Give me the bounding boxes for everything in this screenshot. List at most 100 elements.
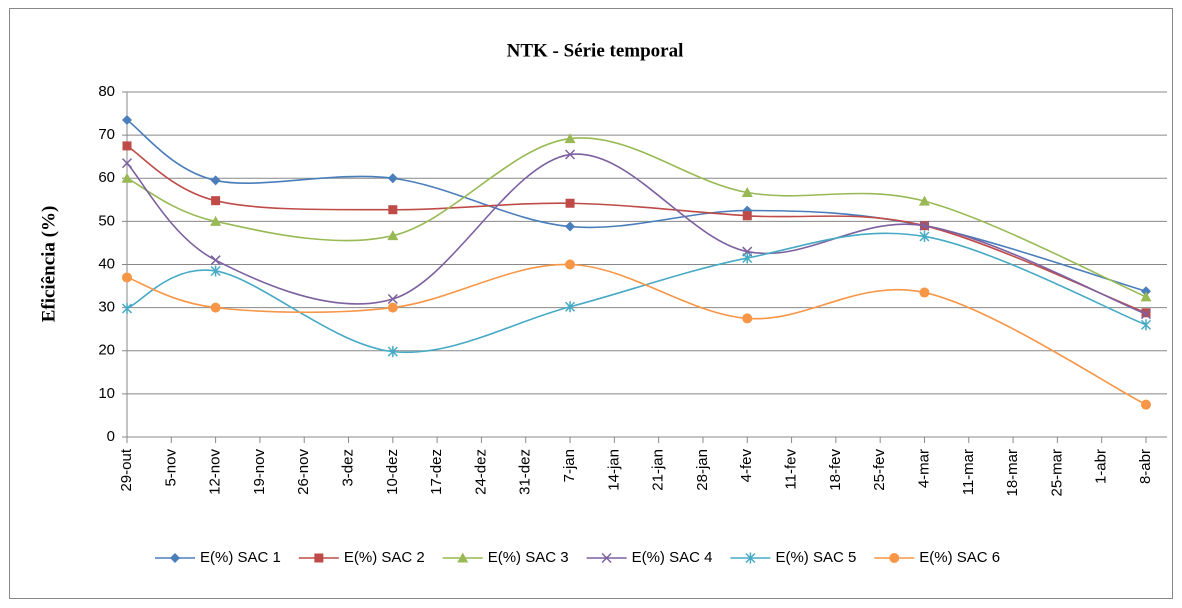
- series-line: [392, 263, 571, 309]
- series-line: [392, 153, 571, 300]
- x-tick-label: 26-nov: [295, 449, 312, 495]
- x-tick-label: 4-fev: [738, 449, 755, 483]
- series-line: [126, 269, 216, 310]
- marker: [565, 198, 575, 208]
- y-tick-label: 70: [98, 126, 115, 143]
- legend-item: E(%) SAC 2: [298, 549, 425, 566]
- marker: [122, 141, 132, 151]
- marker: [918, 195, 930, 206]
- marker: [122, 115, 132, 126]
- x-tick-label: 8-abr: [1137, 449, 1154, 484]
- series-line: [924, 224, 1147, 315]
- x-tick-label: 17-dez: [428, 449, 445, 495]
- chart-title: NTK - Série temporal: [507, 40, 684, 61]
- marker: [121, 158, 133, 169]
- series-line: [215, 306, 393, 314]
- series-line: [215, 175, 393, 184]
- marker: [742, 313, 753, 324]
- marker: [121, 172, 133, 183]
- legend-marker: [889, 553, 900, 563]
- legend-marker: [457, 552, 469, 563]
- legend-label: E(%) SAC 3: [488, 549, 569, 566]
- series-line: [747, 214, 925, 227]
- y-tick-label: 30: [98, 299, 115, 316]
- series-line: [126, 145, 216, 202]
- y-tick-label: 60: [98, 169, 115, 186]
- marker: [211, 196, 221, 206]
- marker: [742, 211, 752, 221]
- legend-label: E(%) SAC 2: [344, 549, 425, 566]
- x-tick-label: 31-dez: [517, 449, 534, 495]
- x-tick-label: 3-dez: [339, 449, 356, 487]
- marker: [387, 293, 398, 305]
- series-line: [569, 137, 748, 194]
- legend-marker: [745, 552, 756, 564]
- series-line: [126, 162, 216, 261]
- marker: [741, 186, 753, 197]
- x-tick-label: 21-jan: [650, 449, 667, 491]
- x-tick-label: 4-mar: [915, 449, 932, 488]
- series-line: [570, 263, 748, 320]
- marker: [1141, 286, 1151, 297]
- y-axis-label: Eficiência (%): [38, 206, 59, 323]
- marker: [387, 173, 398, 184]
- series-line: [126, 276, 216, 309]
- marker: [388, 205, 398, 215]
- x-tick-label: 12-nov: [207, 449, 224, 495]
- marker: [121, 302, 133, 314]
- x-tick-label: 18-fev: [827, 449, 844, 491]
- legend-item: E(%) SAC 4: [586, 549, 712, 566]
- x-tick-label: 7-jan: [561, 449, 578, 482]
- x-tick-label: 11-fev: [783, 449, 800, 490]
- series-line: [392, 137, 571, 237]
- y-tick-label: 40: [98, 255, 115, 272]
- y-tick-label: 20: [98, 342, 115, 359]
- legend-item: E(%) SAC 3: [442, 549, 569, 566]
- series-line: [126, 177, 216, 223]
- legend-label: E(%) SAC 5: [775, 549, 856, 566]
- series-line: [570, 202, 748, 217]
- series-line: [747, 191, 925, 202]
- marker: [564, 133, 576, 144]
- marker: [565, 149, 576, 160]
- series-line: [569, 153, 748, 253]
- legend-label: E(%) SAC 1: [200, 549, 281, 566]
- marker: [1140, 319, 1152, 331]
- marker: [565, 259, 576, 270]
- marker: [210, 265, 221, 277]
- marker: [210, 255, 221, 266]
- legend-item: E(%) SAC 1: [155, 549, 281, 566]
- series-line: [215, 220, 394, 242]
- legend-marker: [314, 553, 324, 563]
- series-line: [924, 200, 1147, 298]
- x-tick-label: 28-jan: [694, 449, 711, 491]
- marker: [210, 215, 222, 226]
- x-tick-label: 25-mar: [1048, 449, 1065, 497]
- marker: [122, 272, 132, 283]
- series-line: [747, 288, 925, 320]
- legend-item: E(%) SAC 6: [874, 549, 1000, 566]
- marker: [565, 301, 576, 313]
- marker: [919, 287, 930, 298]
- marker: [387, 230, 399, 241]
- series-line: [215, 199, 393, 211]
- marker: [210, 175, 221, 186]
- y-tick-label: 50: [98, 212, 115, 229]
- legend-marker: [170, 553, 180, 563]
- x-tick-label: 29-out: [118, 448, 135, 491]
- series-line: [215, 259, 394, 305]
- marker: [1141, 308, 1151, 318]
- marker: [387, 302, 398, 313]
- x-tick-label: 25-fev: [871, 449, 888, 491]
- series-line: [569, 209, 748, 229]
- series-line: [392, 202, 571, 211]
- x-tick-label: 19-nov: [251, 449, 268, 495]
- marker: [1140, 309, 1152, 320]
- series-line: [392, 177, 571, 228]
- legend-label: E(%) SAC 6: [919, 549, 1000, 566]
- y-tick-label: 0: [107, 428, 115, 445]
- marker: [1140, 291, 1152, 302]
- series-line: [392, 305, 571, 354]
